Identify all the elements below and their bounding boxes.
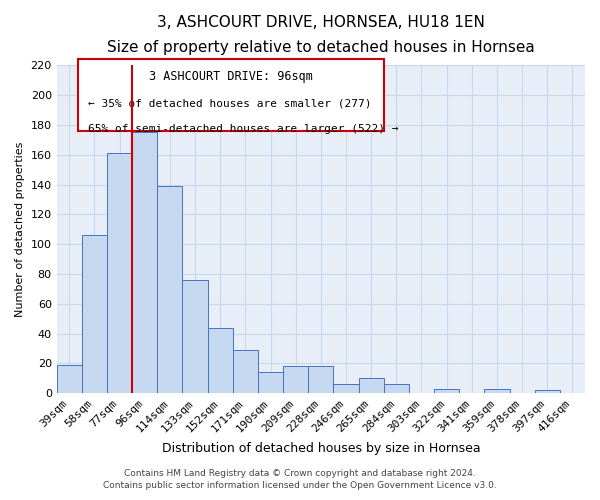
Bar [107,154,132,393]
Bar [434,388,459,393]
Text: 65% of semi-detached houses are larger (522) →: 65% of semi-detached houses are larger (… [88,124,399,134]
X-axis label: Distribution of detached houses by size in Hornsea: Distribution of detached houses by size … [161,442,480,455]
Title: 3, ASHCOURT DRIVE, HORNSEA, HU18 1EN
Size of property relative to detached house: 3, ASHCOURT DRIVE, HORNSEA, HU18 1EN Siz… [107,15,535,54]
Text: ← 35% of detached houses are smaller (277): ← 35% of detached houses are smaller (27… [88,98,372,108]
Y-axis label: Number of detached properties: Number of detached properties [15,142,25,317]
Bar [384,384,409,393]
Text: 3 ASHCOURT DRIVE: 96sqm: 3 ASHCOURT DRIVE: 96sqm [149,70,313,84]
Bar [132,132,157,393]
Bar [258,372,283,393]
Bar [283,366,308,393]
Bar [484,388,509,393]
Bar [56,365,82,393]
Bar [82,235,107,393]
Bar [157,186,182,393]
FancyBboxPatch shape [78,59,384,131]
Bar [334,384,359,393]
Bar [308,366,334,393]
Bar [208,328,233,393]
Bar [359,378,384,393]
Bar [233,350,258,393]
Bar [182,280,208,393]
Text: Contains HM Land Registry data © Crown copyright and database right 2024.
Contai: Contains HM Land Registry data © Crown c… [103,468,497,490]
Bar [535,390,560,393]
